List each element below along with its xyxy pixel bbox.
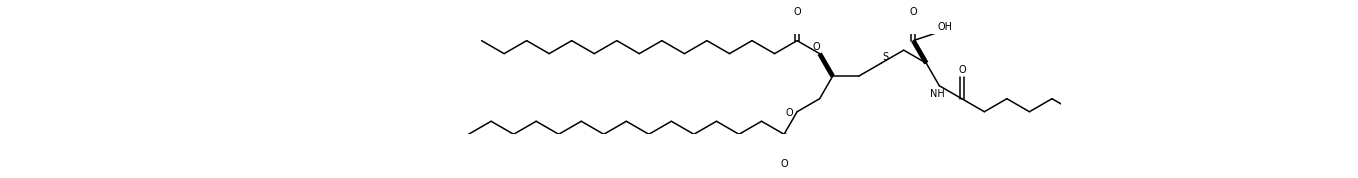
Text: O: O bbox=[910, 7, 917, 17]
Text: OH: OH bbox=[937, 22, 953, 32]
Text: O: O bbox=[793, 7, 801, 17]
Text: NH: NH bbox=[930, 89, 945, 99]
Text: S: S bbox=[883, 52, 888, 62]
Text: O: O bbox=[781, 159, 788, 169]
Text: O: O bbox=[957, 65, 966, 75]
Text: O: O bbox=[813, 42, 820, 52]
Text: O: O bbox=[785, 108, 793, 118]
